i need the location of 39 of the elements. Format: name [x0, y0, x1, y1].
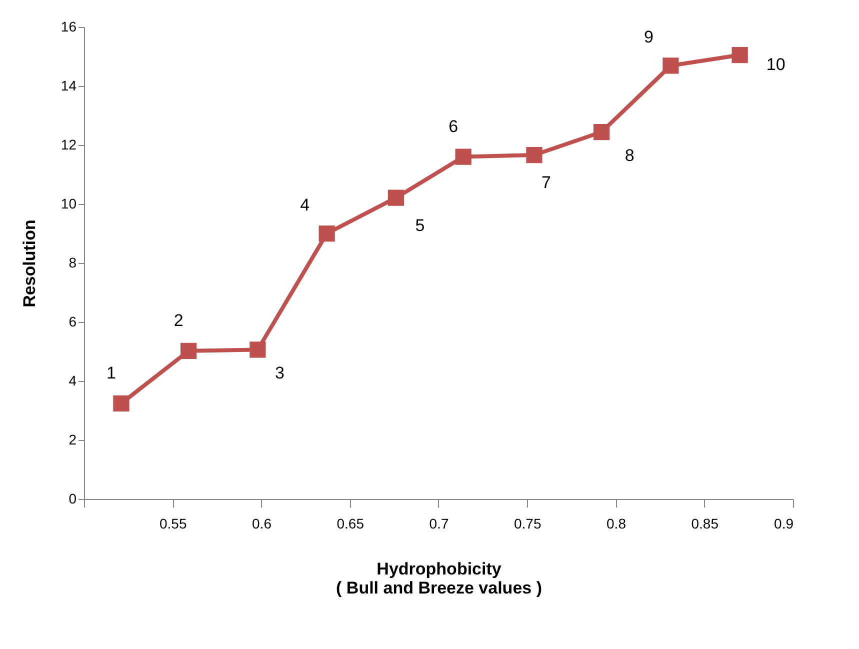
- annotation: 7: [541, 173, 551, 192]
- annotation: 6: [448, 116, 458, 136]
- y-tick-label: 10: [60, 196, 77, 212]
- x-tick-label: 0.65: [336, 516, 364, 532]
- x-tick-label: 0.75: [514, 516, 542, 532]
- y-tick-label: 0: [68, 490, 77, 506]
- annotation: 5: [415, 216, 425, 235]
- point: [180, 342, 197, 359]
- annotation: 10: [766, 55, 786, 74]
- x-tick-label: 0.6: [252, 516, 272, 532]
- point: [662, 58, 679, 74]
- x-tick-label: 0.55: [160, 516, 187, 532]
- point: [250, 342, 266, 358]
- point: [526, 146, 542, 164]
- point: [732, 46, 748, 64]
- annotation: 3: [274, 364, 284, 383]
- y-tick-label: 14: [60, 78, 77, 94]
- x-tick-label: 0.7: [429, 516, 449, 532]
- annotation: 1: [106, 363, 116, 382]
- point: [388, 190, 404, 206]
- y-tick-label: 6: [68, 314, 77, 330]
- x-axis-title: Hydrophobicity ( Bull and Breeze values ): [336, 560, 542, 598]
- annotation: 8: [624, 146, 634, 166]
- point: [113, 395, 130, 412]
- x-tick-label: 0.8: [606, 516, 626, 532]
- y-axis-title: Resolution: [20, 220, 39, 308]
- annotation: 2: [174, 310, 184, 330]
- y-tick-label: 12: [60, 136, 77, 152]
- annotation: 9: [644, 28, 654, 47]
- y-tick-label: 4: [68, 372, 77, 388]
- x-tick-label: 0.9: [774, 516, 794, 532]
- point: [318, 225, 335, 242]
- y-tick-label: 16: [60, 18, 77, 34]
- annotation: 4: [300, 196, 310, 214]
- point: [594, 124, 610, 140]
- x-tick-label: 0.85: [691, 516, 719, 532]
- point: [455, 148, 472, 165]
- y-tick-label: 8: [68, 254, 77, 270]
- y-tick-label: 2: [68, 432, 77, 448]
